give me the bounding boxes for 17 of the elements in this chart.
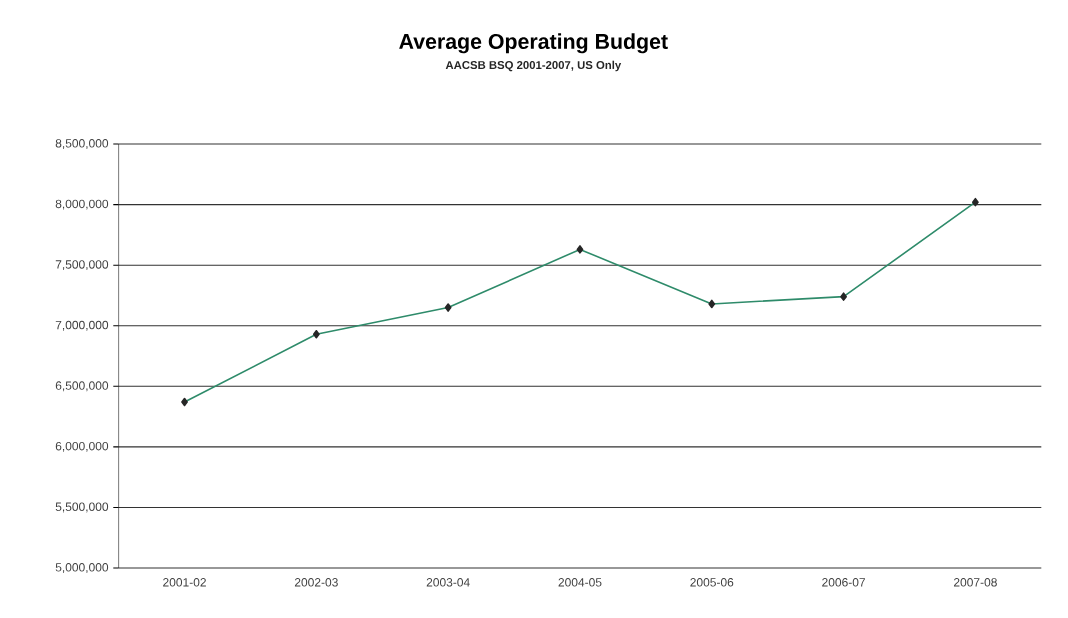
- y-tick-label: 8,500,000: [55, 139, 109, 149]
- y-tick-label: 8,000,000: [55, 199, 109, 210]
- y-tick-label: 7,500,000: [55, 260, 109, 271]
- chart-subtitle: AACSB BSQ 2001-2007, US Only: [445, 60, 622, 72]
- x-tick-label: 2005-06: [690, 578, 734, 587]
- y-tick-label: 5,000,000: [55, 563, 109, 573]
- x-tick-label: 2003-04: [426, 578, 470, 587]
- x-tick-label: 2002-03: [294, 578, 338, 587]
- chart-title: Average Operating Budget: [399, 33, 668, 54]
- y-tick-label: 6,500,000: [55, 381, 109, 392]
- y-tick-label: 6,000,000: [55, 441, 109, 452]
- y-tick-label: 5,500,000: [55, 502, 109, 513]
- x-tick-label: 2004-05: [558, 578, 602, 587]
- x-tick-label: 2001-02: [163, 578, 206, 587]
- y-tick-label: 7,000,000: [55, 320, 109, 331]
- x-tick-label: 2007-08: [953, 578, 997, 587]
- x-tick-label: 2006-07: [822, 578, 865, 587]
